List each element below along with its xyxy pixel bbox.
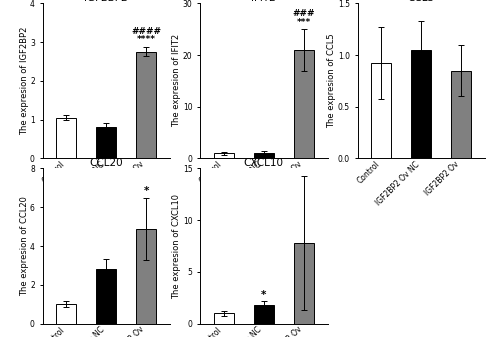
Title: CCL20: CCL20: [90, 158, 123, 168]
Bar: [136, 228, 156, 324]
Bar: [412, 50, 431, 158]
Bar: [96, 127, 116, 158]
Bar: [214, 313, 234, 324]
Text: ###: ###: [292, 9, 315, 18]
Bar: [136, 52, 156, 158]
Title: IFIT2: IFIT2: [252, 0, 276, 3]
Y-axis label: The expresion of CCL20: The expresion of CCL20: [20, 196, 28, 296]
Text: *: *: [261, 290, 266, 300]
Bar: [96, 269, 116, 324]
Bar: [372, 63, 392, 158]
Bar: [56, 118, 76, 158]
Bar: [56, 304, 76, 324]
Bar: [451, 70, 471, 158]
Text: *: *: [144, 186, 149, 195]
Bar: [294, 243, 314, 324]
Bar: [254, 305, 274, 324]
Text: ****: ****: [136, 35, 156, 44]
Y-axis label: The expresion of IGF2BP2: The expresion of IGF2BP2: [20, 27, 28, 135]
Title: CCL5: CCL5: [408, 0, 435, 3]
Text: ####: ####: [131, 27, 161, 35]
Text: ***: ***: [296, 18, 310, 27]
Y-axis label: The expresion of CCL5: The expresion of CCL5: [328, 34, 336, 128]
Bar: [294, 50, 314, 158]
Y-axis label: The expresion of IFIT2: The expresion of IFIT2: [172, 34, 181, 127]
Bar: [254, 153, 274, 158]
Title: CXCL10: CXCL10: [244, 158, 284, 168]
Title: IGF2BP2: IGF2BP2: [84, 0, 128, 3]
Bar: [214, 153, 234, 158]
Y-axis label: The expresion of CXCL10: The expresion of CXCL10: [172, 193, 182, 299]
